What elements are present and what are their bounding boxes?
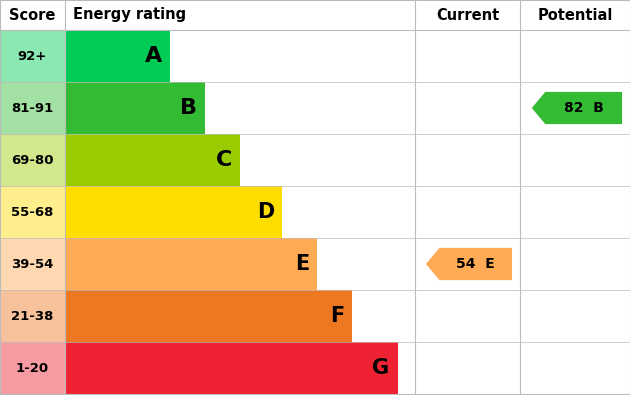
Bar bbox=[65, 134, 240, 186]
Text: A: A bbox=[145, 46, 162, 66]
Text: 55-68: 55-68 bbox=[11, 205, 54, 218]
Text: 21-38: 21-38 bbox=[11, 310, 54, 322]
Bar bbox=[0, 30, 65, 82]
Bar bbox=[65, 238, 317, 290]
Text: D: D bbox=[257, 202, 274, 222]
Text: 54  E: 54 E bbox=[456, 257, 495, 271]
Text: 82  B: 82 B bbox=[564, 101, 604, 115]
Text: B: B bbox=[180, 98, 197, 118]
Text: 39-54: 39-54 bbox=[11, 258, 54, 271]
Text: Energy rating: Energy rating bbox=[73, 8, 186, 23]
Polygon shape bbox=[532, 92, 622, 124]
Text: F: F bbox=[329, 306, 344, 326]
Bar bbox=[65, 30, 170, 82]
Bar bbox=[0, 186, 65, 238]
Bar bbox=[0, 290, 65, 342]
Text: 1-20: 1-20 bbox=[16, 361, 49, 374]
Bar bbox=[65, 342, 398, 394]
Text: G: G bbox=[372, 358, 389, 378]
Text: 92+: 92+ bbox=[18, 49, 47, 62]
Bar bbox=[0, 342, 65, 394]
Bar bbox=[65, 290, 352, 342]
Bar bbox=[0, 238, 65, 290]
Text: Current: Current bbox=[436, 8, 499, 23]
Text: C: C bbox=[215, 150, 232, 170]
Text: E: E bbox=[295, 254, 309, 274]
Bar bbox=[65, 186, 282, 238]
Text: 81-91: 81-91 bbox=[11, 102, 54, 115]
Polygon shape bbox=[426, 248, 512, 280]
Bar bbox=[0, 82, 65, 134]
Bar bbox=[65, 82, 205, 134]
Text: Potential: Potential bbox=[537, 8, 613, 23]
Text: 69-80: 69-80 bbox=[11, 154, 54, 167]
Bar bbox=[0, 134, 65, 186]
Text: Score: Score bbox=[9, 8, 55, 23]
